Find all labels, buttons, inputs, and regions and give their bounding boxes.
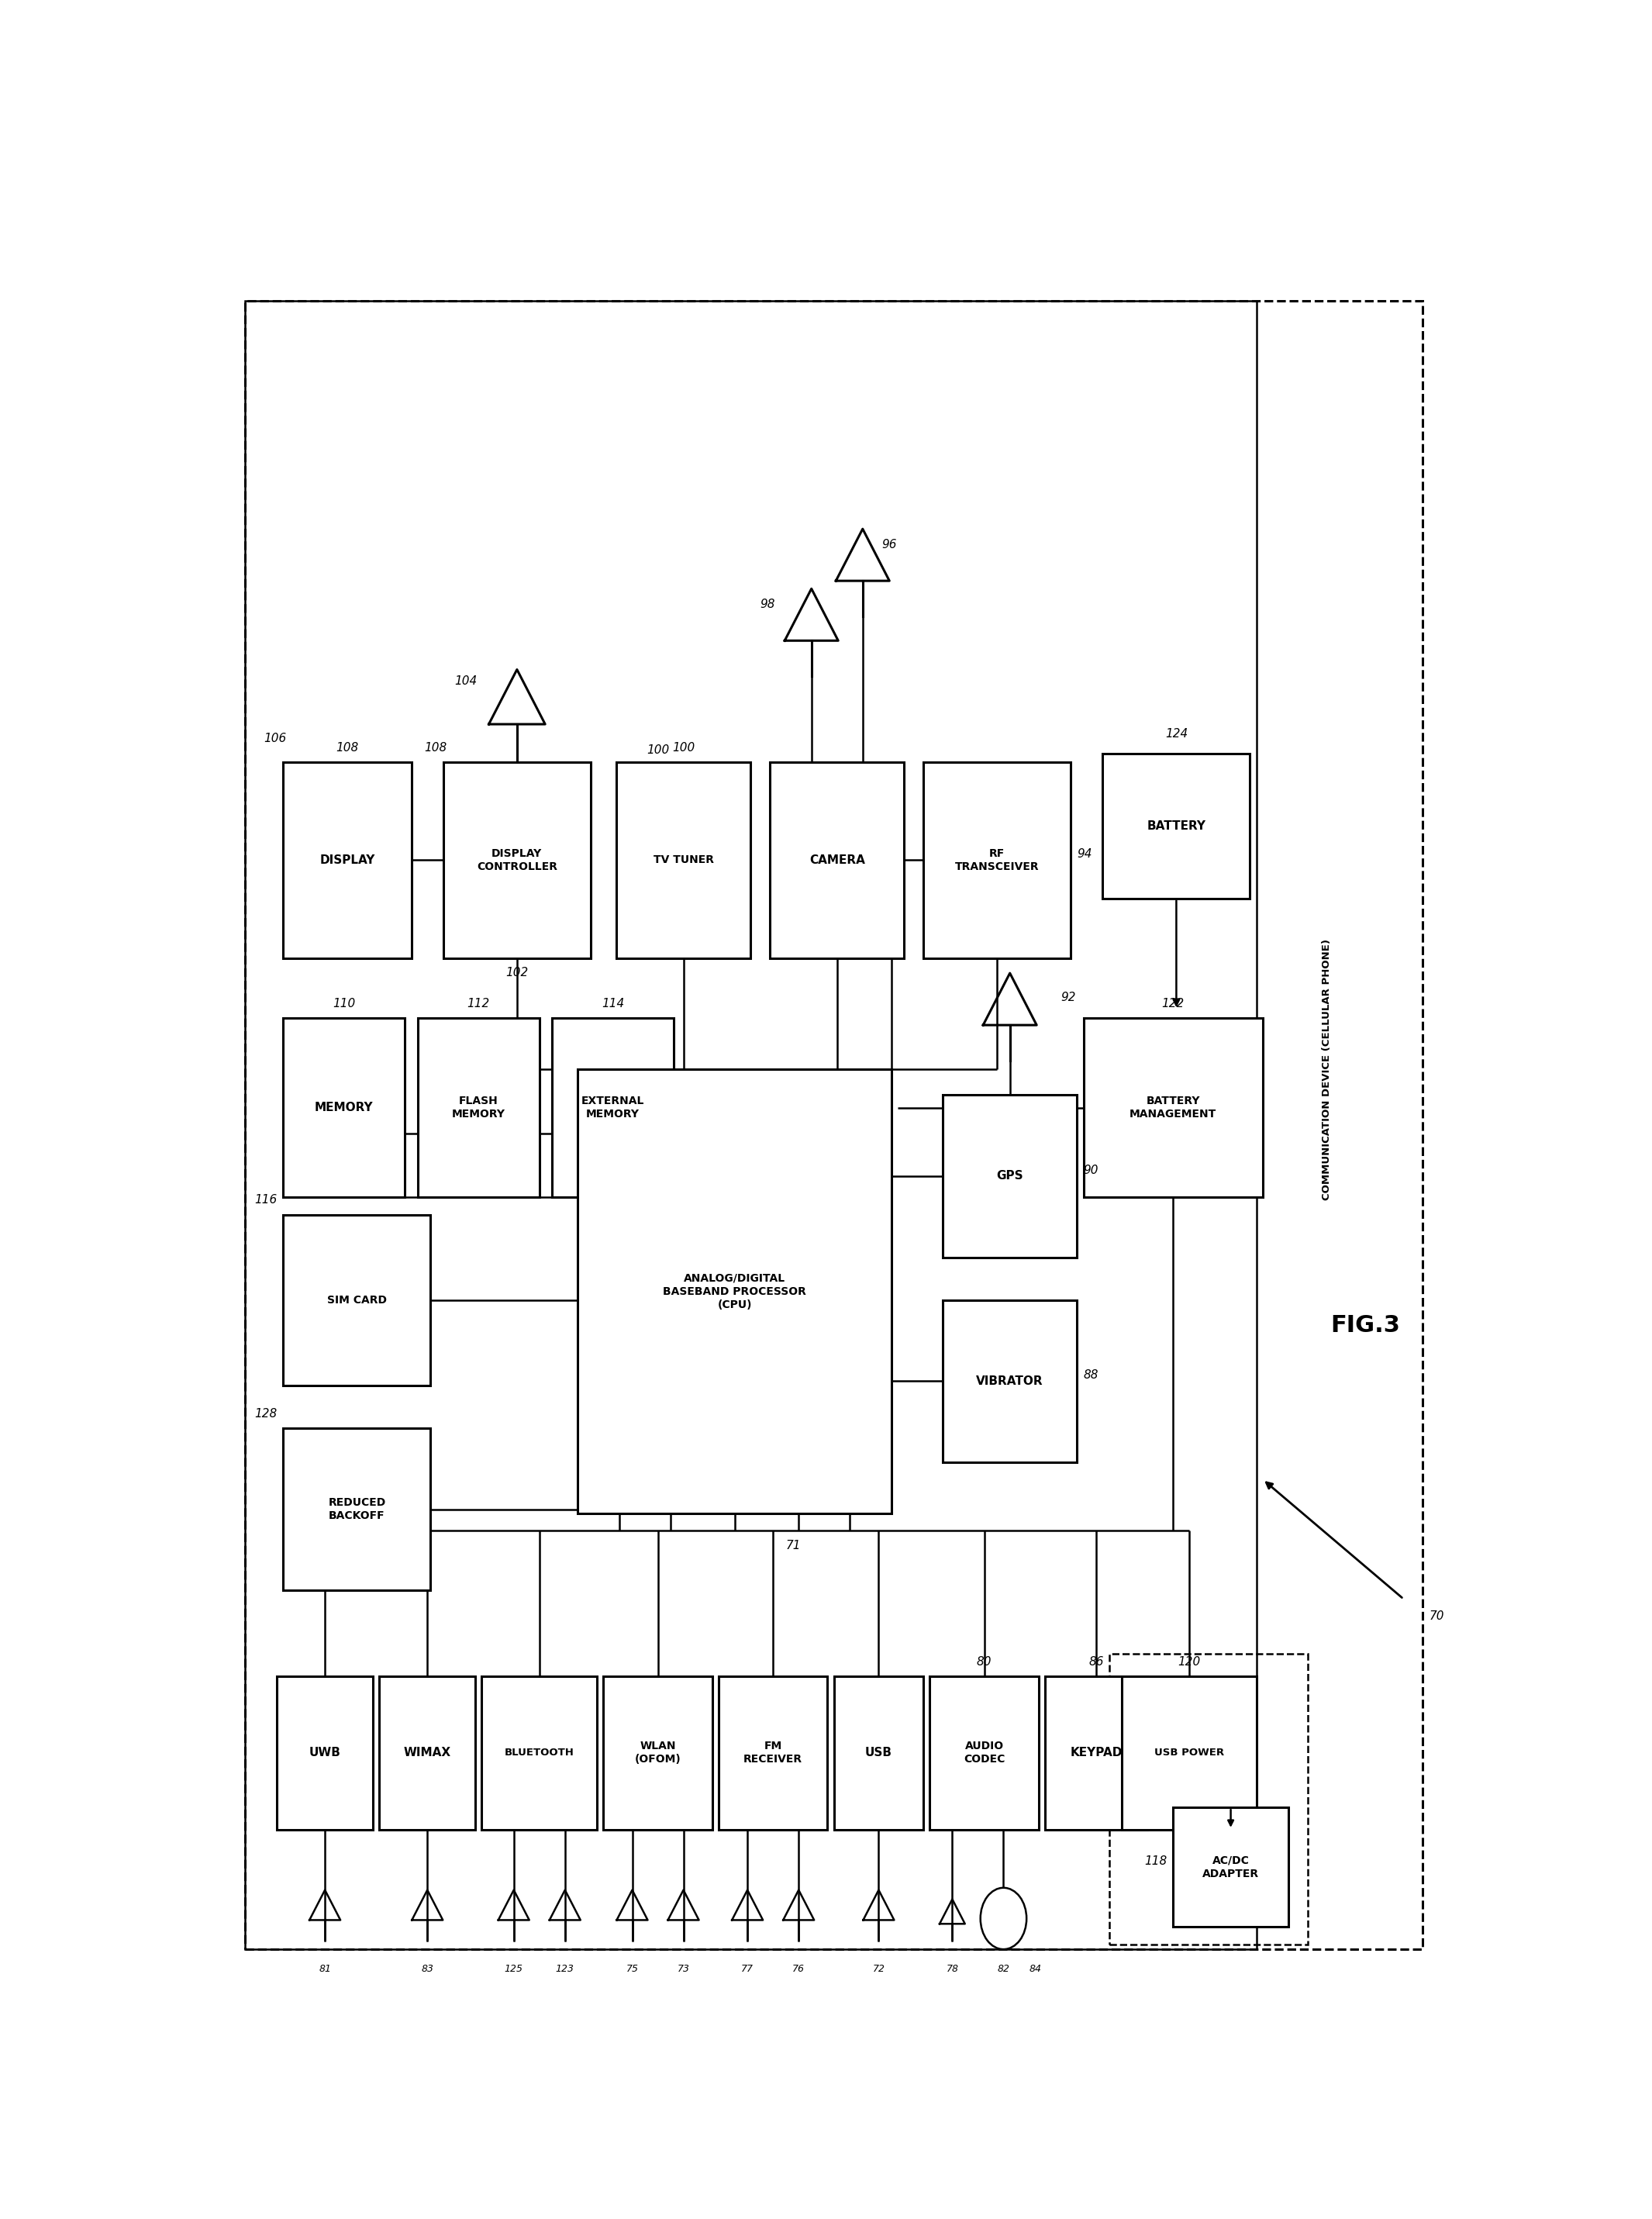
Text: ANALOG/DIGITAL
BASEBAND PROCESSOR
(CPU): ANALOG/DIGITAL BASEBAND PROCESSOR (CPU)	[662, 1274, 806, 1309]
Text: COMMUNICATION DEVICE (CELLULAR PHONE): COMMUNICATION DEVICE (CELLULAR PHONE)	[1322, 939, 1332, 1200]
Bar	[284, 761, 411, 959]
Text: 70: 70	[1429, 1611, 1444, 1622]
Text: 100: 100	[672, 741, 695, 752]
Text: 73: 73	[677, 1964, 689, 1975]
Bar	[284, 1214, 431, 1385]
Text: 98: 98	[760, 599, 775, 610]
Text: 108: 108	[425, 741, 446, 752]
Text: VIBRATOR: VIBRATOR	[976, 1376, 1044, 1387]
Text: 106: 106	[264, 732, 287, 746]
Text: 124: 124	[1165, 728, 1188, 739]
Bar	[482, 1675, 596, 1831]
Bar	[1102, 752, 1251, 899]
Text: 108: 108	[335, 741, 358, 752]
Text: 116: 116	[254, 1194, 278, 1207]
Bar	[603, 1675, 712, 1831]
Text: FLASH
MEMORY: FLASH MEMORY	[451, 1096, 506, 1121]
Bar	[418, 1019, 539, 1198]
Text: FM
RECEIVER: FM RECEIVER	[743, 1740, 803, 1764]
Text: AC/DC
ADAPTER: AC/DC ADAPTER	[1203, 1855, 1259, 1879]
Text: 128: 128	[254, 1409, 278, 1420]
Bar	[1122, 1675, 1257, 1831]
Text: 76: 76	[793, 1964, 805, 1975]
Text: FIG.3: FIG.3	[1330, 1314, 1399, 1336]
Text: 88: 88	[1084, 1369, 1099, 1380]
Text: 82: 82	[998, 1964, 1009, 1975]
Bar	[834, 1675, 923, 1831]
Bar	[380, 1675, 476, 1831]
Bar	[616, 761, 750, 959]
Text: 75: 75	[626, 1964, 638, 1975]
Text: 100: 100	[646, 743, 669, 754]
Text: 125: 125	[504, 1964, 524, 1975]
Text: 110: 110	[332, 999, 355, 1010]
Text: 72: 72	[872, 1964, 885, 1975]
Text: 102: 102	[506, 967, 529, 979]
Text: 86: 86	[1089, 1655, 1104, 1666]
Text: 120: 120	[1178, 1655, 1201, 1666]
Text: 71: 71	[786, 1540, 801, 1551]
Text: 114: 114	[601, 999, 624, 1010]
Text: USB: USB	[866, 1746, 892, 1760]
Bar	[943, 1094, 1077, 1258]
Bar	[284, 1019, 405, 1198]
Text: 104: 104	[454, 675, 477, 688]
Text: USB POWER: USB POWER	[1155, 1749, 1224, 1757]
Text: SIM CARD: SIM CARD	[327, 1294, 387, 1305]
Bar	[1046, 1675, 1148, 1831]
Text: 83: 83	[421, 1964, 433, 1975]
Text: EXTERNAL
MEMORY: EXTERNAL MEMORY	[582, 1096, 644, 1121]
Bar	[443, 761, 591, 959]
Text: KEYPAD: KEYPAD	[1070, 1746, 1122, 1760]
Text: WLAN
(OFOM): WLAN (OFOM)	[634, 1740, 681, 1764]
Text: AUDIO
CODEC: AUDIO CODEC	[963, 1740, 1004, 1764]
Bar	[943, 1300, 1077, 1462]
Text: REDUCED
BACKOFF: REDUCED BACKOFF	[329, 1498, 385, 1522]
Text: 77: 77	[742, 1964, 753, 1975]
Text: 78: 78	[947, 1964, 958, 1975]
Bar	[770, 761, 904, 959]
Text: 122: 122	[1161, 999, 1184, 1010]
Text: MEMORY: MEMORY	[316, 1103, 373, 1114]
Text: 96: 96	[882, 539, 897, 550]
Text: DISPLAY
CONTROLLER: DISPLAY CONTROLLER	[477, 848, 557, 872]
Text: 94: 94	[1077, 848, 1092, 861]
Bar	[1108, 1653, 1308, 1944]
Text: 84: 84	[1029, 1964, 1042, 1975]
Text: 112: 112	[468, 999, 491, 1010]
Text: DISPLAY: DISPLAY	[320, 854, 375, 865]
Text: BATTERY
MANAGEMENT: BATTERY MANAGEMENT	[1130, 1096, 1216, 1121]
Text: BATTERY: BATTERY	[1146, 821, 1206, 832]
Text: 81: 81	[319, 1964, 330, 1975]
Bar	[552, 1019, 674, 1198]
Bar	[1084, 1019, 1262, 1198]
Text: WIMAX: WIMAX	[403, 1746, 451, 1760]
Bar	[284, 1429, 431, 1591]
Text: GPS: GPS	[996, 1169, 1023, 1183]
Text: 92: 92	[1061, 992, 1075, 1003]
Bar	[930, 1675, 1039, 1831]
Bar	[1173, 1808, 1289, 1926]
Text: RF
TRANSCEIVER: RF TRANSCEIVER	[955, 848, 1039, 872]
Text: CAMERA: CAMERA	[809, 854, 866, 865]
Text: 90: 90	[1084, 1165, 1099, 1176]
Bar	[578, 1070, 892, 1513]
Text: 118: 118	[1145, 1855, 1166, 1866]
Text: 123: 123	[555, 1964, 575, 1975]
Text: UWB: UWB	[309, 1746, 340, 1760]
Text: BLUETOOTH: BLUETOOTH	[504, 1749, 575, 1757]
Bar	[719, 1675, 828, 1831]
Text: 80: 80	[976, 1655, 991, 1666]
Bar	[278, 1675, 373, 1831]
Text: TV TUNER: TV TUNER	[653, 854, 714, 865]
Bar	[244, 300, 1257, 1948]
Bar	[923, 761, 1070, 959]
